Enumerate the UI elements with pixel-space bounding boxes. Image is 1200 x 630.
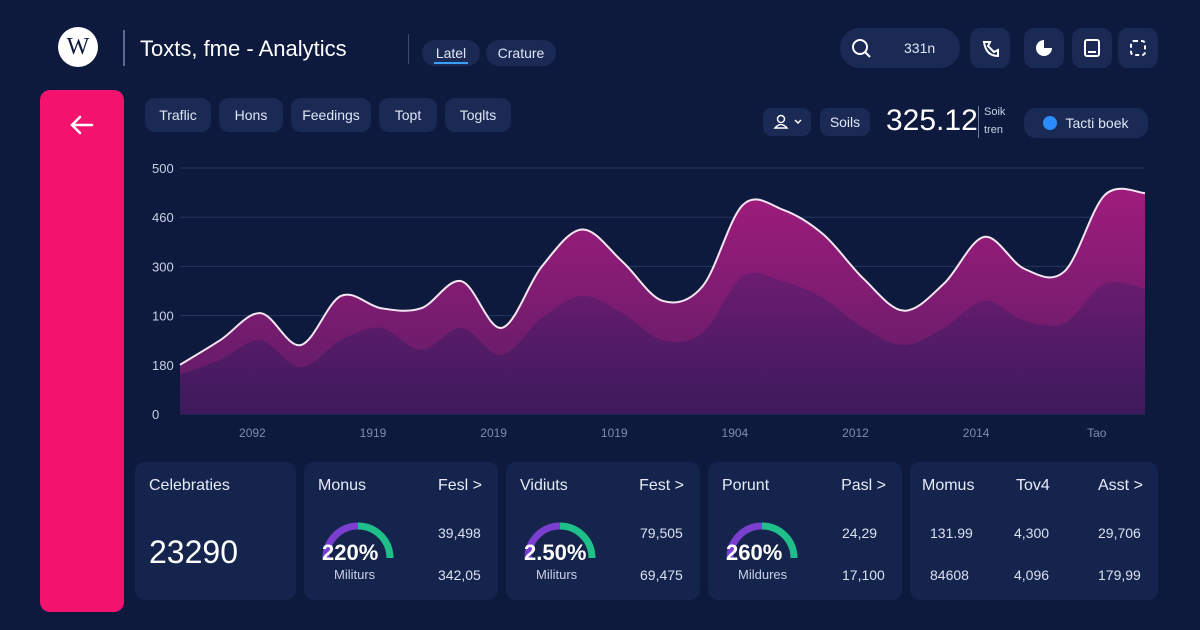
card-link[interactable]: Fest > bbox=[639, 477, 684, 494]
column-number: 179,99 bbox=[1098, 567, 1141, 583]
card-link[interactable]: Fesl > bbox=[437, 477, 482, 494]
divider bbox=[408, 34, 409, 64]
tab[interactable]: Traflic bbox=[145, 98, 211, 132]
icon bbox=[1130, 40, 1146, 56]
card-value: 23290 bbox=[149, 534, 238, 570]
card-link[interactable]: Pasl > bbox=[841, 477, 886, 494]
area-chart: 0 180 100 300 460 500 2092 1919 2019 1019 1904 2012… bbox=[152, 161, 1146, 440]
gauge bbox=[322, 522, 394, 559]
x-tick-label: 1919 bbox=[360, 426, 387, 440]
card-number: 69,475 bbox=[640, 567, 683, 583]
column-number: 4,300 bbox=[1014, 525, 1050, 541]
card-number: 39,498 bbox=[438, 525, 481, 541]
card: Porunt Pasl > 260% Mildures 24,29 17,100 bbox=[708, 462, 902, 600]
icon-button[interactable] bbox=[1024, 28, 1064, 68]
button[interactable]: Soils bbox=[820, 108, 870, 136]
icon bbox=[982, 41, 999, 58]
value-note: Soik bbox=[984, 106, 1006, 118]
column-number: 84608 bbox=[930, 567, 969, 583]
search-text: 331n bbox=[904, 40, 936, 56]
tab[interactable]: Toglts bbox=[445, 98, 511, 132]
gauge-value: 260% bbox=[726, 540, 783, 565]
x-tick-label: 2092 bbox=[239, 426, 266, 440]
y-tick-label: 460 bbox=[152, 210, 174, 225]
x-tick-label: 1019 bbox=[601, 426, 628, 440]
card: Monus Fesl > 220% Militurs 39,498 342,05 bbox=[304, 462, 498, 600]
gauge-value: 2.50% bbox=[524, 540, 587, 565]
card-number: 17,100 bbox=[842, 567, 885, 583]
tab[interactable]: Hons bbox=[219, 98, 283, 132]
column-title: Asst > bbox=[1098, 477, 1143, 494]
gauge-label: Militurs bbox=[334, 567, 376, 582]
y-tick-label: 300 bbox=[152, 259, 174, 274]
icon-button[interactable] bbox=[1072, 28, 1112, 68]
x-tick-label: 2012 bbox=[842, 426, 869, 440]
total-value: 325.12 bbox=[886, 104, 978, 137]
card-title: Vidiuts bbox=[520, 477, 568, 494]
gauge-label: Militurs bbox=[536, 567, 578, 582]
x-tick-label: 1904 bbox=[722, 426, 749, 440]
pill[interactable]: Crature bbox=[486, 40, 556, 66]
card: Momus Tov4 Asst > 131.99 84608 4,300 4,0… bbox=[910, 462, 1158, 600]
gauge-label: Mildures bbox=[738, 567, 788, 582]
x-tick-label: Tao bbox=[1087, 426, 1107, 440]
line bbox=[179, 187, 1146, 366]
gauge bbox=[726, 522, 798, 559]
column-title: Tov4 bbox=[1016, 477, 1050, 494]
action-button[interactable]: Tacti boek bbox=[1024, 108, 1148, 138]
y-tick-label: 100 bbox=[152, 309, 174, 324]
gauge bbox=[524, 522, 596, 559]
search-icon bbox=[852, 39, 871, 58]
logo[interactable]: W bbox=[58, 27, 98, 67]
tab[interactable]: Topt bbox=[379, 98, 437, 132]
card: Celebraties 23290 bbox=[135, 462, 296, 600]
icon bbox=[773, 114, 802, 129]
gauge-value: 220% bbox=[322, 540, 379, 565]
x-tick-label: 2014 bbox=[963, 426, 990, 440]
value-note: tren bbox=[984, 124, 1003, 136]
divider bbox=[123, 30, 125, 66]
card-title: Porunt bbox=[722, 477, 770, 494]
card-title: Celebraties bbox=[149, 477, 230, 494]
app-title: Toxts, fme - Analytics bbox=[140, 36, 347, 61]
icon bbox=[1036, 40, 1052, 56]
status-dot bbox=[1043, 116, 1058, 130]
column-title: Momus bbox=[922, 477, 975, 494]
column-number: 29,706 bbox=[1098, 525, 1141, 541]
card: Vidiuts Fest > 2.50% Militurs 79,505 69,… bbox=[506, 462, 700, 600]
icon-button[interactable] bbox=[1118, 28, 1158, 68]
tab[interactable]: Feedings bbox=[291, 98, 371, 132]
pill[interactable]: Latel bbox=[422, 40, 480, 66]
card-title: Monus bbox=[318, 477, 367, 494]
card-number: 24,29 bbox=[842, 525, 878, 541]
divider bbox=[978, 106, 979, 138]
column-number: 131.99 bbox=[930, 525, 973, 541]
card-number: 79,505 bbox=[640, 525, 683, 541]
x-tick-label: 2019 bbox=[480, 426, 507, 440]
action-label: Tacti boek bbox=[1065, 115, 1129, 131]
y-tick-label: 0 bbox=[152, 407, 159, 422]
y-tick-label: 180 bbox=[152, 358, 174, 373]
back-button[interactable] bbox=[40, 90, 124, 160]
sidebar bbox=[40, 90, 124, 612]
user-dropdown[interactable] bbox=[763, 108, 811, 136]
icon bbox=[1084, 39, 1100, 57]
y-tick-label: 500 bbox=[152, 161, 174, 176]
pill-underline bbox=[434, 62, 468, 64]
card-number: 342,05 bbox=[438, 567, 481, 583]
column-number: 4,096 bbox=[1014, 567, 1050, 583]
area bbox=[180, 272, 1145, 414]
search[interactable]: 331n bbox=[840, 28, 960, 68]
icon-button[interactable] bbox=[970, 28, 1010, 68]
